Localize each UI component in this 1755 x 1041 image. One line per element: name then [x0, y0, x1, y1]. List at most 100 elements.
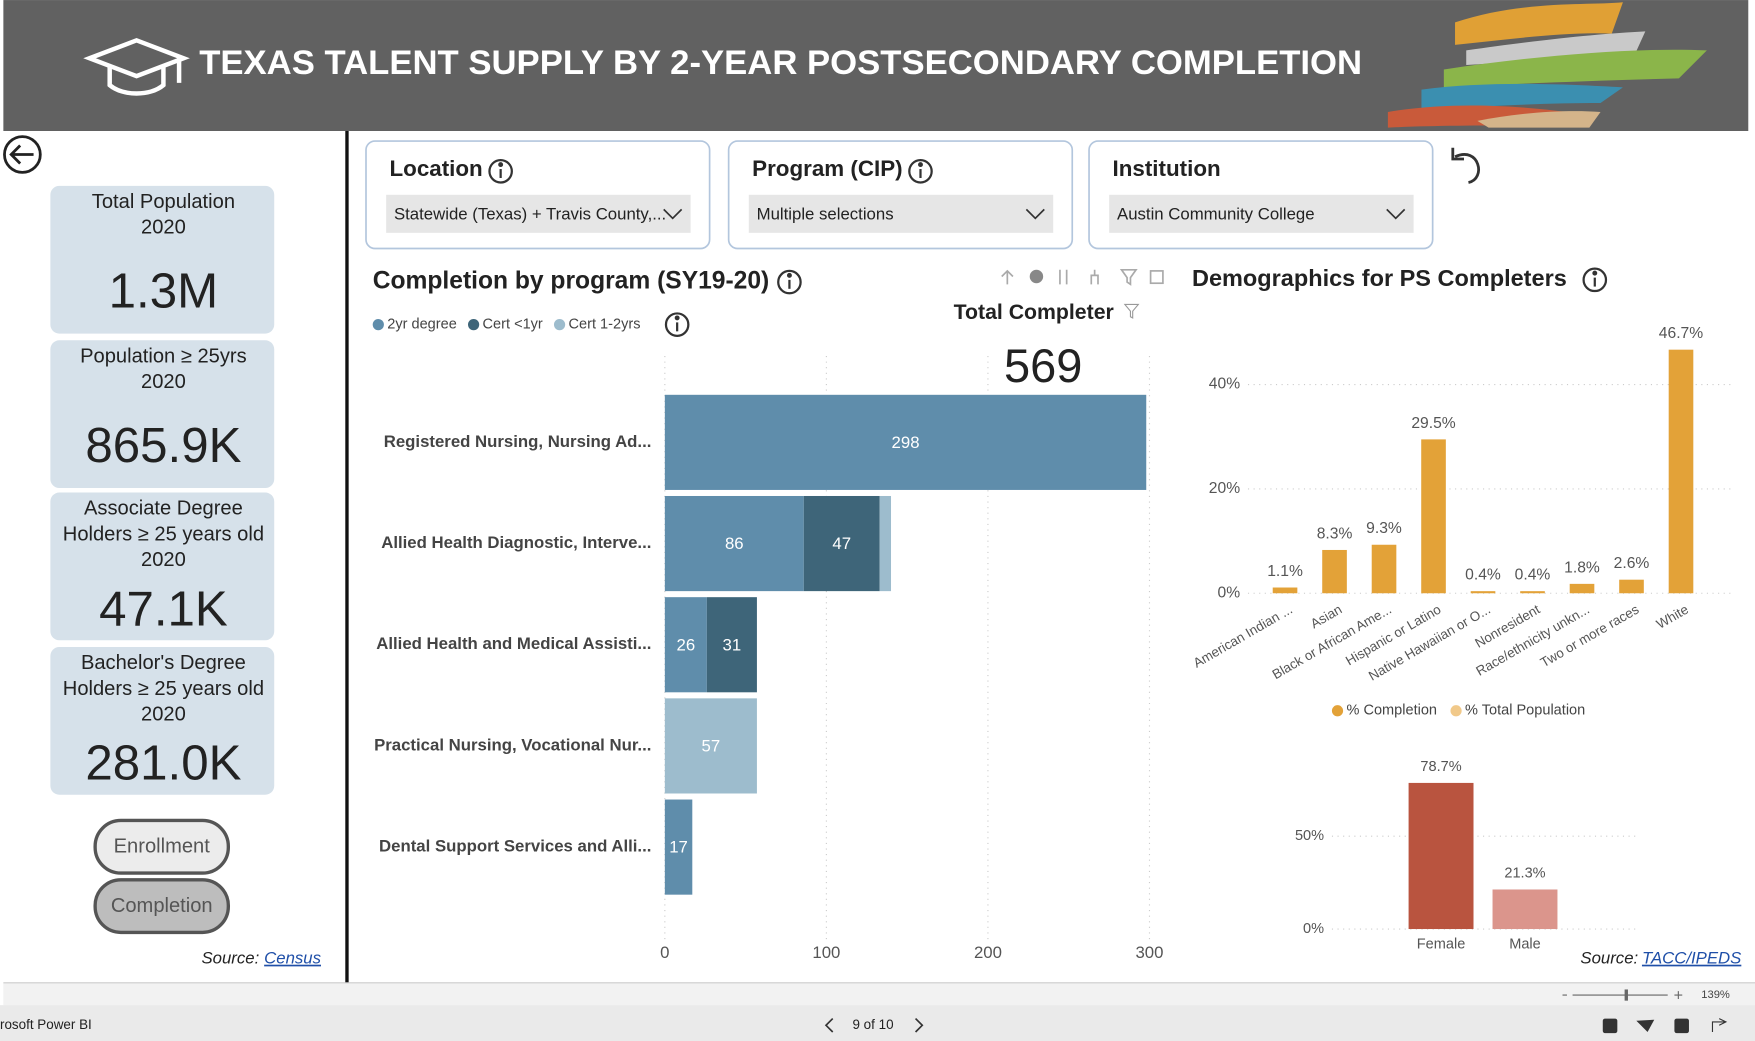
total-label: Total Completer — [954, 300, 1114, 324]
category-label: Male — [1509, 937, 1541, 953]
y-tick-label: 20% — [1209, 480, 1240, 497]
page-indicator: 9 of 10 — [852, 1017, 893, 1032]
data-label: 21.3% — [1504, 866, 1545, 882]
bar — [1409, 783, 1474, 929]
kpi-label: 2020 — [141, 549, 186, 571]
kpi-value: 281.0K — [85, 736, 241, 791]
filter-icon — [1125, 304, 1138, 317]
page-title: TEXAS TALENT SUPPLY BY 2-YEAR POSTSECOND… — [199, 44, 1362, 82]
category-label: Practical Nursing, Vocational Nur... — [374, 735, 651, 754]
y-tick-label: 0% — [1303, 921, 1324, 937]
legend-dot — [554, 319, 565, 330]
filter-label: Institution — [1113, 156, 1221, 181]
visual-toolbar[interactable] — [1002, 270, 1163, 285]
kpi-value: 865.9K — [85, 418, 241, 473]
legend-dot — [1450, 705, 1461, 716]
legend-label: % Completion — [1346, 703, 1437, 719]
data-label: 298 — [892, 433, 920, 452]
bar — [1322, 550, 1347, 593]
bar — [1471, 591, 1496, 593]
info-dot — [788, 274, 791, 277]
legend-dot — [468, 319, 479, 330]
dashboard: TEXAS TALENT SUPPLY BY 2-YEAR POSTSECOND… — [0, 0, 1755, 1041]
info-dot — [919, 163, 922, 166]
dropdown-value[interactable]: Statewide (Texas) + Travis County,... — [394, 204, 666, 223]
x-tick-label: 0 — [660, 943, 669, 962]
bar — [1570, 584, 1595, 593]
kpi-value: 47.1K — [99, 581, 228, 636]
data-label: 2.6% — [1614, 555, 1650, 572]
legend-label: 2yr degree — [387, 316, 457, 332]
category-label: White — [1654, 602, 1691, 632]
category-label: Allied Health Diagnostic, Interve... — [381, 533, 651, 552]
chart-title: Completion by program (SY19-20) — [373, 268, 770, 295]
x-tick-label: 200 — [974, 943, 1002, 962]
data-label: 78.7% — [1420, 759, 1461, 775]
info-icon[interactable] — [778, 271, 800, 293]
y-tick-label: 50% — [1295, 828, 1324, 844]
x-tick-label: 100 — [812, 943, 840, 962]
page: {"header":{"title":"TEXAS TALENT SUPPLY … — [0, 0, 1755, 1041]
info-dot — [676, 317, 679, 320]
kpi-label: Total Population — [92, 191, 235, 213]
source-link[interactable]: TACC/IPEDS — [1642, 949, 1741, 968]
total-value: 569 — [1004, 339, 1082, 392]
info-dot — [1593, 272, 1596, 275]
info-dot — [499, 163, 502, 166]
kpi-label: Holders ≥ 25 years old — [63, 678, 264, 700]
filter-label: Location — [390, 156, 483, 181]
legend-label: % Total Population — [1465, 703, 1585, 719]
back-button[interactable] — [4, 137, 40, 173]
bar — [1372, 545, 1397, 594]
data-label: 1.1% — [1267, 563, 1303, 580]
bar — [1669, 350, 1694, 594]
x-tick-label: 300 — [1135, 943, 1163, 962]
category-label: Dental Support Services and Alli... — [379, 837, 651, 856]
legend-dot — [373, 319, 384, 330]
app-name: rosoft Power BI — [0, 1017, 92, 1032]
source-label: Source: — [201, 949, 259, 968]
dropdown-value[interactable]: Multiple selections — [757, 204, 894, 223]
kpi-label: Bachelor's Degree — [81, 652, 246, 674]
category-label: American Indian ... — [1191, 602, 1295, 671]
legend-dot — [1332, 705, 1343, 716]
kpi-label: Holders ≥ 25 years old — [63, 523, 264, 545]
data-label: 31 — [723, 635, 742, 654]
category-label: Allied Health and Medical Assisti... — [376, 634, 651, 653]
kpi-label: Associate Degree — [84, 498, 243, 520]
kpi-value: 1.3M — [109, 263, 218, 318]
y-tick-label: 0% — [1217, 584, 1240, 601]
nav-button-label[interactable]: Completion — [111, 895, 213, 917]
source-link[interactable]: Census — [264, 949, 321, 968]
legend-label: Cert 1-2yrs — [569, 316, 641, 332]
data-label: 0.4% — [1515, 567, 1551, 584]
data-label: 0.4% — [1465, 567, 1501, 584]
nav-button-label[interactable]: Enrollment — [114, 836, 211, 858]
kpi-label: Population ≥ 25yrs — [80, 345, 247, 367]
bar — [1493, 889, 1558, 929]
data-label: 57 — [702, 736, 721, 755]
category-label: Female — [1417, 937, 1466, 953]
data-label: 47 — [832, 534, 851, 553]
kpi-label: 2020 — [141, 371, 186, 393]
data-label: 1.8% — [1564, 559, 1600, 576]
data-label: 9.3% — [1366, 520, 1402, 537]
data-label: 86 — [725, 534, 744, 553]
bar — [1273, 588, 1298, 594]
reset-button[interactable] — [1453, 148, 1479, 183]
data-label: 46.7% — [1659, 325, 1703, 342]
y-tick-label: 40% — [1209, 376, 1240, 393]
bar — [1520, 591, 1545, 593]
data-label: 17 — [669, 838, 688, 857]
data-label: 26 — [677, 635, 696, 654]
data-label: 29.5% — [1411, 415, 1455, 432]
source-label: Source: — [1580, 949, 1638, 968]
dropdown-value[interactable]: Austin Community College — [1117, 204, 1315, 223]
category-label: Asian — [1308, 602, 1345, 632]
kpi-label: 2020 — [141, 217, 186, 239]
bar-segment — [880, 496, 891, 591]
filter-label: Program (CIP) — [752, 156, 902, 181]
kpi-label: 2020 — [141, 704, 186, 726]
info-icon[interactable] — [1584, 269, 1606, 291]
info-icon[interactable] — [666, 313, 688, 335]
